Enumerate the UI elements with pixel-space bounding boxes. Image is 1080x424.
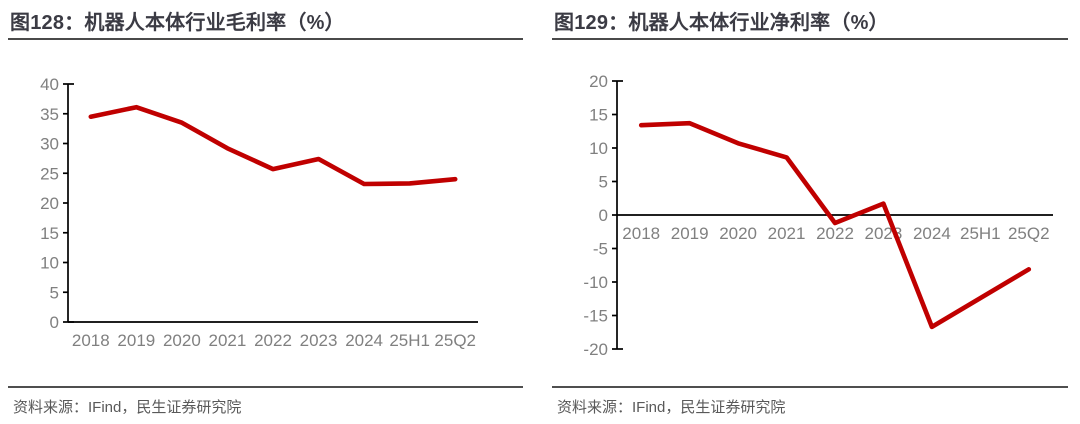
svg-text:2019: 2019 (671, 224, 709, 243)
svg-text:25: 25 (40, 164, 59, 183)
line-chart-svg: 0 5 10 15 20 25 30 35 40 2018 2019 2020 2021 2022 2023… (40, 75, 478, 350)
gross-margin-line-chart: 0 5 10 15 20 25 30 35 40 2018 2019 2020 2021 2022 2023… (8, 50, 523, 365)
svg-text:-5: -5 (593, 240, 608, 259)
svg-text:5: 5 (599, 173, 608, 192)
svg-text:2024: 2024 (913, 224, 951, 243)
svg-text:2018: 2018 (72, 331, 110, 350)
net-margin-line-chart: -20 -15 -10 -5 0 5 10 15 20 2018 2019 2020 2021 2022 2… (552, 50, 1068, 365)
svg-text:40: 40 (40, 75, 59, 94)
svg-text:2018: 2018 (622, 224, 660, 243)
svg-text:20: 20 (589, 72, 608, 91)
svg-text:0: 0 (50, 313, 59, 332)
svg-text:0: 0 (599, 206, 608, 225)
svg-text:10: 10 (589, 139, 608, 158)
svg-text:25Q2: 25Q2 (1008, 224, 1050, 243)
svg-text:35: 35 (40, 105, 59, 124)
svg-text:5: 5 (50, 283, 59, 302)
svg-text:2022: 2022 (816, 224, 854, 243)
svg-text:2021: 2021 (768, 224, 806, 243)
figure-128-source: 资料来源：IFind，民生证券研究院 (13, 399, 242, 416)
svg-text:-20: -20 (583, 340, 608, 359)
svg-text:2024: 2024 (345, 331, 383, 350)
figure-129-title: 图129：机器人本体行业净利率（%） (554, 12, 889, 34)
figure-129-source-divider (552, 386, 1068, 388)
svg-text:-10: -10 (583, 273, 608, 292)
svg-text:2020: 2020 (719, 224, 757, 243)
figure-128-title: 图128：机器人本体行业毛利率（%） (10, 12, 345, 34)
figure-129-title-divider (552, 38, 1068, 40)
figure-129-panel: 图129：机器人本体行业净利率（%） -20 -15 -10 -5 0 5 10 15 20 20… (552, 0, 1068, 424)
svg-text:2023: 2023 (300, 331, 338, 350)
svg-text:2021: 2021 (209, 331, 247, 350)
figure-128-panel: 图128：机器人本体行业毛利率（%） 0 5 10 15 20 25 30 35 40 2018 2… (8, 0, 523, 424)
svg-text:2020: 2020 (163, 331, 201, 350)
svg-text:15: 15 (589, 106, 608, 125)
figure-128-source-divider (8, 386, 523, 388)
svg-text:20: 20 (40, 194, 59, 213)
line-chart-svg: -20 -15 -10 -5 0 5 10 15 20 2018 2019 2020 2021 2022 2… (583, 72, 1053, 359)
svg-text:25Q2: 25Q2 (434, 331, 476, 350)
svg-text:25H1: 25H1 (960, 224, 1001, 243)
svg-text:15: 15 (40, 224, 59, 243)
svg-text:25H1: 25H1 (389, 331, 430, 350)
figure-128-title-divider (8, 38, 523, 40)
figure-129-source: 资料来源：IFind，民生证券研究院 (557, 399, 786, 416)
svg-text:2022: 2022 (254, 331, 292, 350)
svg-text:10: 10 (40, 254, 59, 273)
svg-text:2019: 2019 (117, 331, 155, 350)
svg-text:30: 30 (40, 135, 59, 154)
svg-text:-15: -15 (583, 307, 608, 326)
